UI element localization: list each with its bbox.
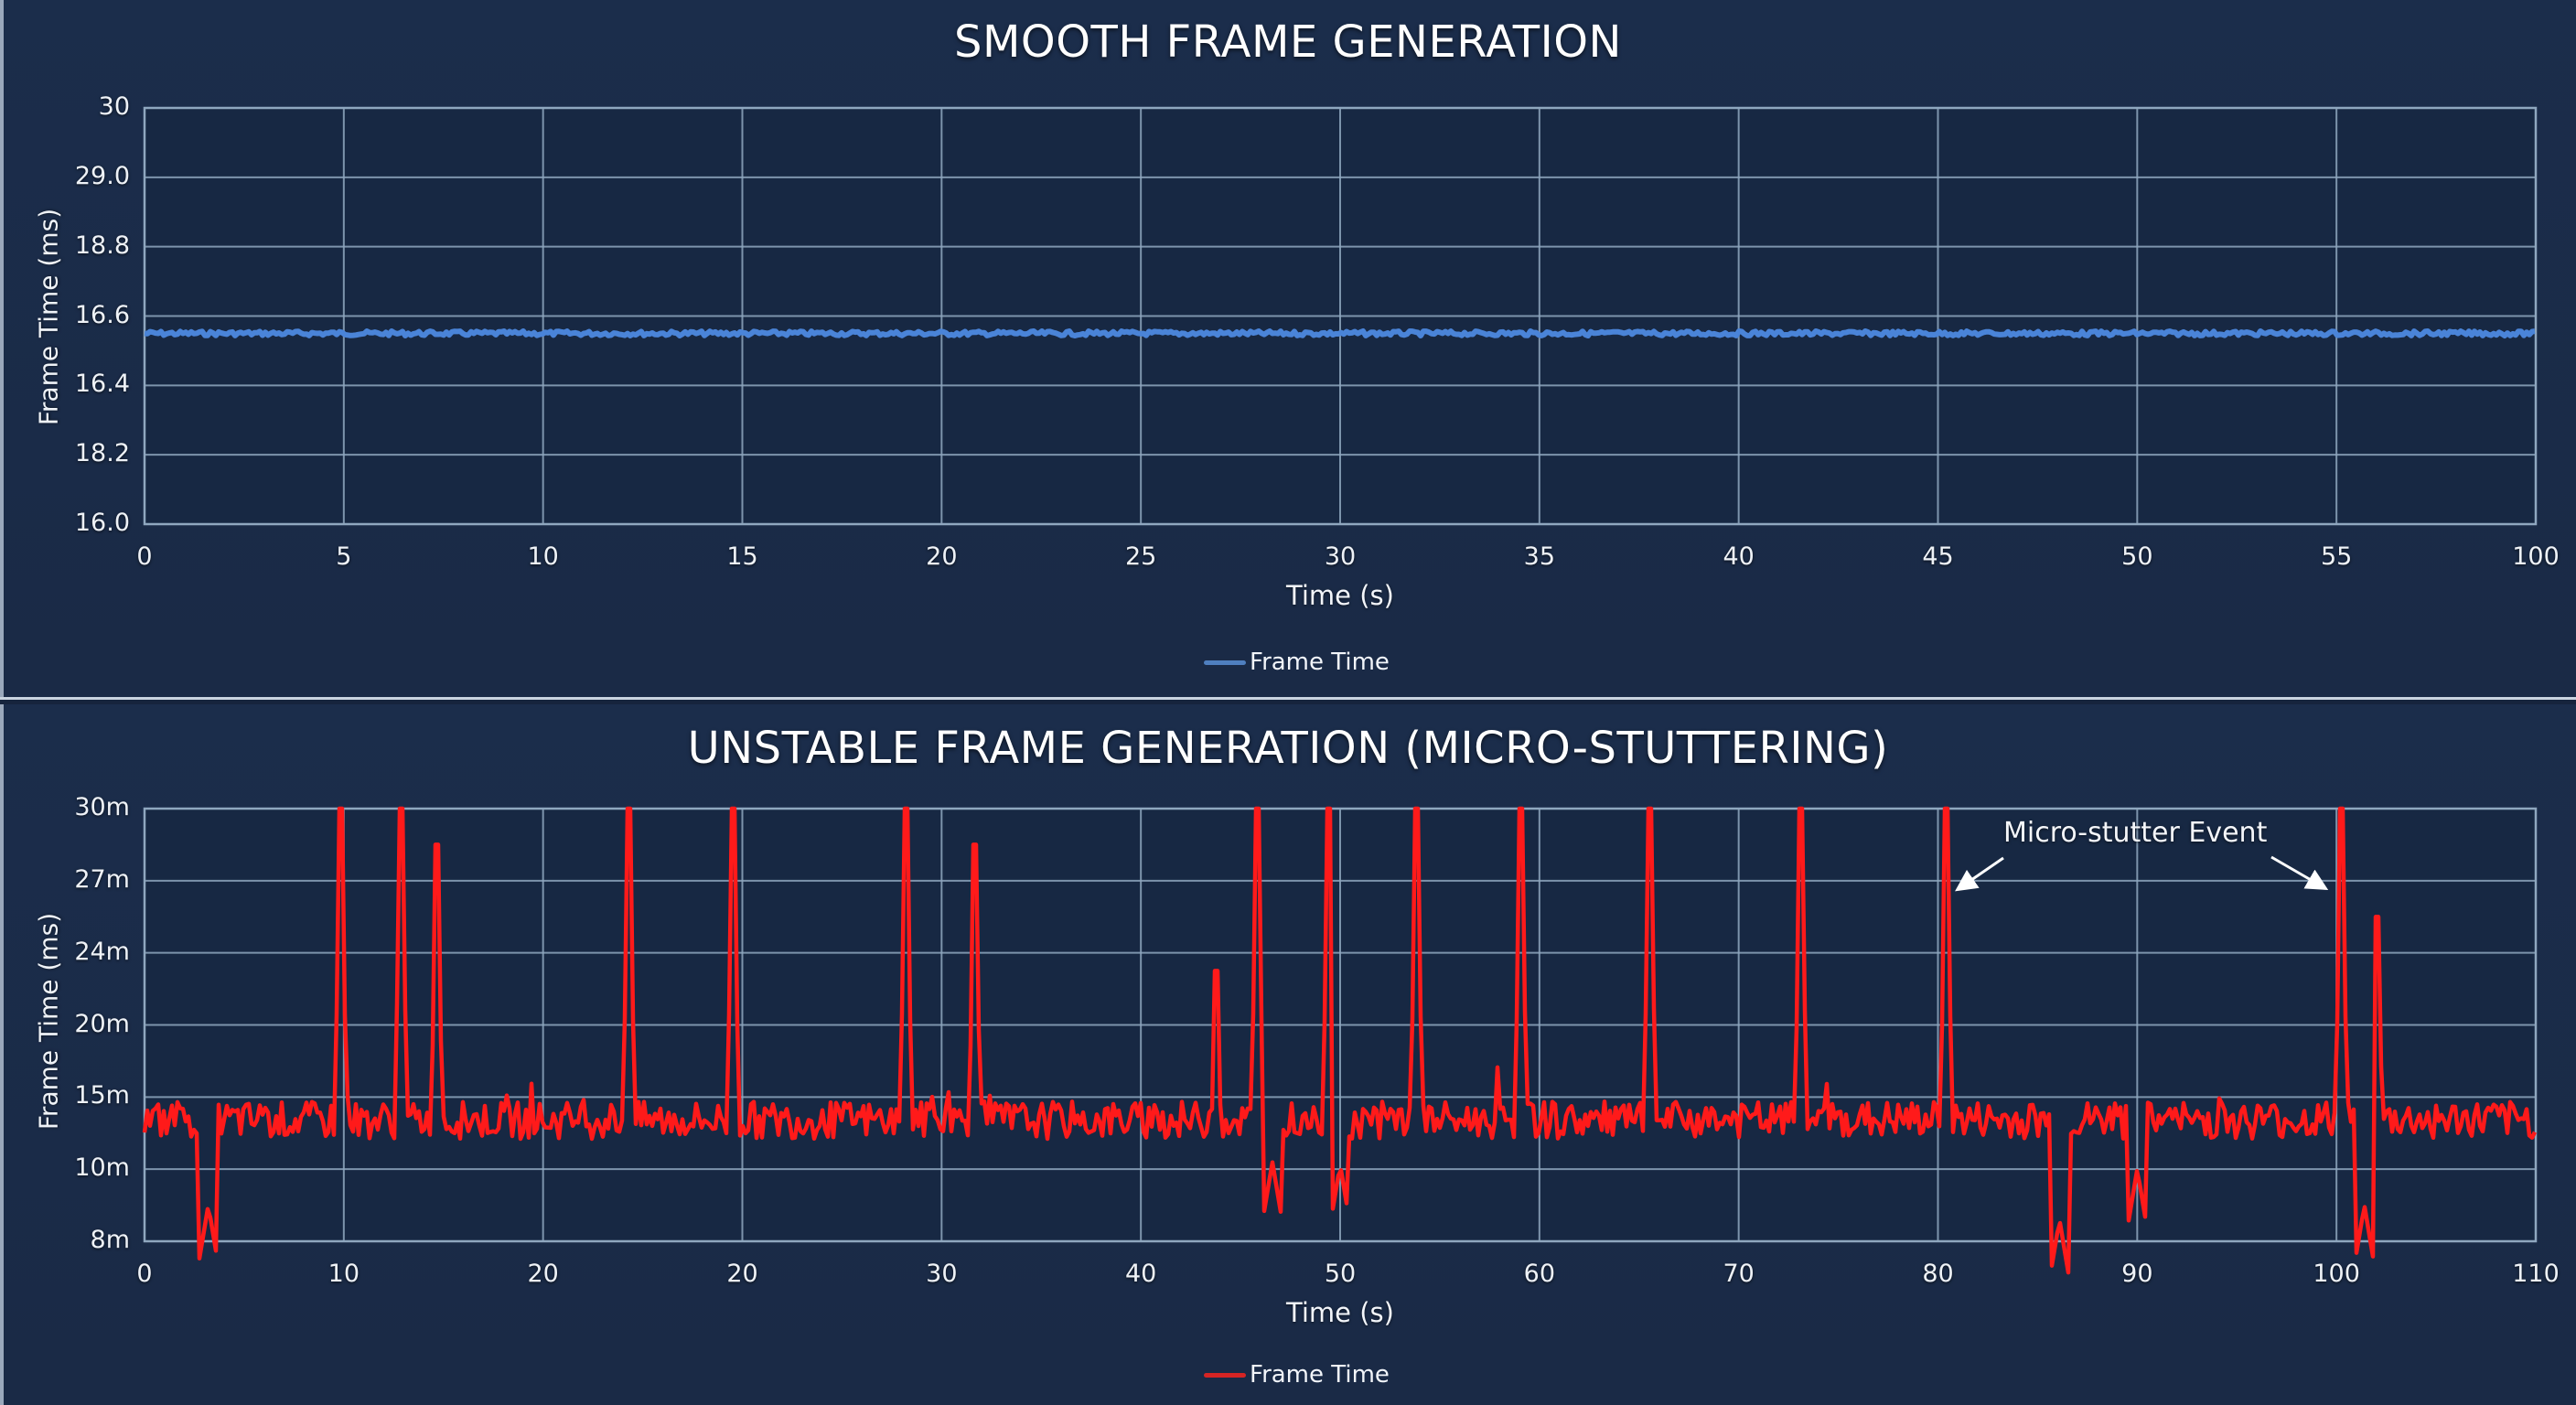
stutter-x-axis-label: Time (s)	[1286, 1297, 1394, 1328]
stutter-x-tick: 10	[327, 1260, 360, 1288]
smooth-x-tick: 25	[1124, 542, 1157, 571]
stutter-x-tick: 40	[1124, 1260, 1157, 1288]
smooth-plot-area	[143, 106, 2538, 526]
smooth-x-tick: 40	[1723, 542, 1755, 571]
stutter-x-tick: 60	[1523, 1260, 1555, 1288]
smooth-legend: Frame Time	[1204, 649, 1390, 676]
smooth-legend-label: Frame Time	[1250, 649, 1390, 676]
stutter-y-tick: 24m	[74, 937, 130, 966]
stutter-x-tick: 20	[527, 1260, 559, 1288]
stutter-y-tick: 20m	[74, 1009, 130, 1038]
stutter-legend-label: Frame Time	[1250, 1361, 1390, 1389]
smooth-y-tick: 16.4	[74, 370, 130, 399]
smooth-y-tick: 30	[98, 92, 130, 121]
stutter-x-tick: 110	[2512, 1260, 2560, 1288]
smooth-y-tick: 29.0	[74, 161, 130, 190]
smooth-y-tick: 16.6	[74, 300, 130, 329]
smooth-x-axis-label: Time (s)	[1286, 580, 1394, 611]
stutter-x-tick: 0	[136, 1260, 153, 1288]
stutter-y-tick: 30m	[74, 793, 130, 821]
stutter-x-tick: 70	[1723, 1260, 1755, 1288]
stutter-x-tick: 100	[2313, 1260, 2360, 1288]
annotation-arrow-left	[1955, 856, 2004, 892]
smooth-x-tick: 10	[527, 542, 559, 571]
stutter-y-tick: 15m	[74, 1081, 130, 1110]
smooth-x-tick: 0	[136, 542, 153, 571]
smooth-x-tick: 35	[1523, 542, 1555, 571]
smooth-chart-title: SMOOTH FRAME GENERATION	[954, 16, 1622, 68]
smooth-x-tick: 55	[2320, 542, 2353, 571]
smooth-x-tick: 45	[1922, 542, 1954, 571]
smooth-x-tick: 30	[1324, 542, 1357, 571]
red-line-swatch-icon	[1204, 1372, 1246, 1378]
stutter-x-tick: 80	[1922, 1260, 1954, 1288]
smooth-x-tick: 50	[2121, 542, 2153, 571]
panel-divider	[0, 697, 2576, 704]
smooth-y-tick: 16.0	[74, 509, 130, 537]
stutter-legend: Frame Time	[1204, 1361, 1390, 1389]
stutter-y-tick: 8m	[90, 1226, 130, 1254]
stutter-chart-title: UNSTABLE FRAME GENERATION (MICRO-STUTTER…	[687, 723, 1889, 774]
stutter-y-tick: 27m	[74, 864, 130, 894]
micro-stutter-annotation: Micro-stutter Event	[2003, 817, 2268, 849]
smooth-y-tick: 18.8	[74, 231, 130, 260]
smooth-x-tick: 15	[726, 542, 758, 571]
stutter-x-tick: 90	[2121, 1260, 2153, 1288]
stutter-x-tick: 20	[726, 1260, 758, 1288]
stutter-y-tick: 10m	[74, 1153, 130, 1183]
stutter-x-tick: 50	[1324, 1260, 1357, 1288]
annotation-arrow-right	[2270, 855, 2329, 891]
smooth-x-tick: 5	[336, 542, 352, 571]
stutter-x-tick: 30	[926, 1260, 958, 1288]
blue-line-swatch-icon	[1204, 660, 1246, 665]
smooth-x-tick: 100	[2512, 542, 2560, 571]
smooth-x-tick: 20	[926, 542, 958, 571]
smooth-y-tick: 18.2	[74, 439, 130, 468]
